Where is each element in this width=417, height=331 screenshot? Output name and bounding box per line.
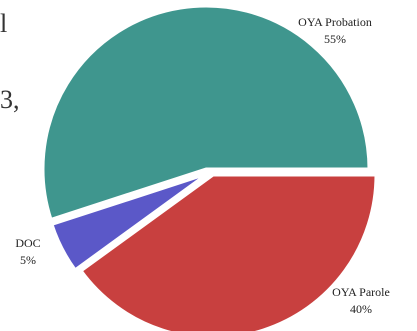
pie-slice-doc [50,172,209,272]
slice-label-doc-name: DOC [15,236,40,250]
slice-label-oya-probation-percent: 55% [324,32,346,46]
slice-label-doc-percent: 5% [20,253,36,267]
slice-label-oya-parole-percent: 40% [350,302,372,316]
pie-slices [41,4,378,331]
clipped-text-fragment: l [0,9,7,38]
pie-slice-oya-probation [41,4,371,221]
slice-label-oya-parole-name: OYA Parole [332,285,390,299]
slice-label-oya-probation-name: OYA Probation [298,15,372,29]
pie-slice-oya-parole [79,173,378,331]
clipped-text-fragment: 3, [0,85,20,114]
